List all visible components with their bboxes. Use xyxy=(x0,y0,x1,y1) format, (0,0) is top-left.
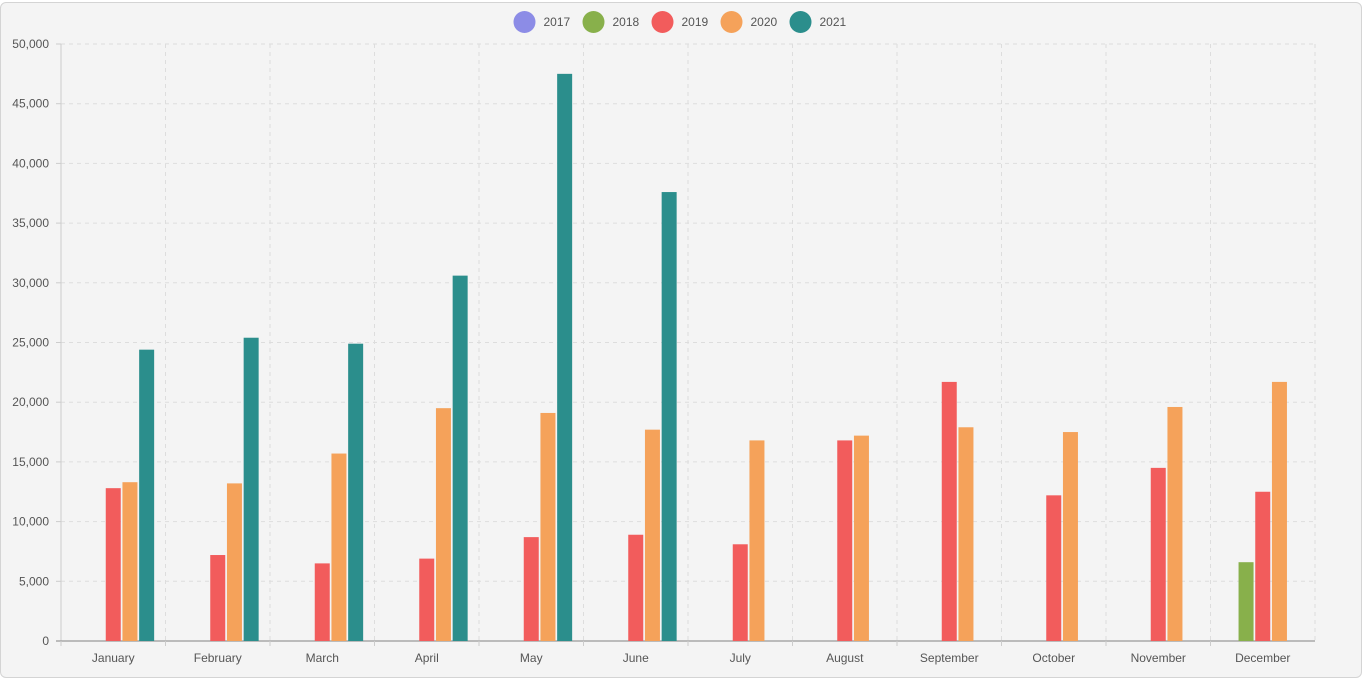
legend-label-2021[interactable]: 2021 xyxy=(820,15,847,29)
bar-2019-january[interactable] xyxy=(105,488,121,641)
y-tick-label: 50,000 xyxy=(12,37,49,51)
bar-2020-february[interactable] xyxy=(226,483,242,641)
y-tick-label: 35,000 xyxy=(12,216,49,230)
bar-2020-july[interactable] xyxy=(749,440,765,641)
bar-2020-april[interactable] xyxy=(435,408,451,641)
legend: 2017 2018 2019 2020 2021 xyxy=(513,11,847,33)
bar-2019-october[interactable] xyxy=(1046,495,1062,641)
x-tick-label: September xyxy=(920,651,979,665)
bar-2020-june[interactable] xyxy=(644,429,660,641)
bar-2019-december[interactable] xyxy=(1255,491,1271,641)
bar-2020-january[interactable] xyxy=(122,482,138,641)
legend-label-2017[interactable]: 2017 xyxy=(544,15,571,29)
bar-2019-april[interactable] xyxy=(419,558,435,641)
legend-swatch-2019[interactable] xyxy=(651,11,674,33)
x-axis: January February March April May June July Augu… xyxy=(56,640,1315,665)
x-tick-label: August xyxy=(826,651,864,665)
bar-2020-september[interactable] xyxy=(958,427,974,641)
bar-2020-december[interactable] xyxy=(1271,381,1287,641)
legend-label-2018[interactable]: 2018 xyxy=(613,15,640,29)
bar-2021-april[interactable] xyxy=(452,275,468,641)
bar-2020-march[interactable] xyxy=(331,453,347,641)
bar-2019-november[interactable] xyxy=(1150,467,1166,641)
bar-2019-september[interactable] xyxy=(941,381,957,641)
bar-2019-july[interactable] xyxy=(732,544,748,641)
legend-swatch-2021[interactable] xyxy=(789,11,812,33)
x-tick-label: January xyxy=(92,651,135,665)
x-tick-label: July xyxy=(730,651,751,665)
x-tick-label: February xyxy=(194,651,242,665)
bar-2019-august[interactable] xyxy=(837,440,853,641)
legend-swatch-2018[interactable] xyxy=(582,11,605,33)
y-tick-label: 15,000 xyxy=(12,455,49,469)
bar-2021-june[interactable] xyxy=(661,192,677,641)
x-tick-label: April xyxy=(415,651,439,665)
bar-2019-june[interactable] xyxy=(628,534,644,641)
x-tick-label: November xyxy=(1131,651,1186,665)
y-tick-label: 10,000 xyxy=(12,515,49,529)
x-tick-label: October xyxy=(1032,651,1075,665)
bars xyxy=(105,73,1287,642)
bar-2019-may[interactable] xyxy=(523,537,539,641)
y-tick-label: 20,000 xyxy=(12,395,49,409)
legend-label-2019[interactable]: 2019 xyxy=(682,15,709,29)
bar-2021-january[interactable] xyxy=(139,349,155,641)
y-tick-label: 0 xyxy=(42,634,49,648)
bar-2020-august[interactable] xyxy=(853,435,869,641)
y-tick-label: 45,000 xyxy=(12,97,49,111)
y-tick-label: 25,000 xyxy=(12,336,49,350)
legend-swatch-2020[interactable] xyxy=(720,11,743,33)
x-tick-label: March xyxy=(306,651,339,665)
legend-label-2020[interactable]: 2020 xyxy=(751,15,778,29)
bar-2020-october[interactable] xyxy=(1062,432,1078,641)
bar-2020-november[interactable] xyxy=(1167,406,1183,641)
x-tick-label: May xyxy=(520,651,543,665)
y-axis: 0 5,000 10,000 15,000 20,000 25,000 30,000 35,0… xyxy=(12,37,62,648)
bar-2018-december[interactable] xyxy=(1238,562,1254,641)
bar-2021-february[interactable] xyxy=(243,337,259,641)
bar-2019-february[interactable] xyxy=(210,555,226,641)
bar-2021-may[interactable] xyxy=(557,73,573,642)
x-tick-label: June xyxy=(623,651,649,665)
y-tick-label: 40,000 xyxy=(12,156,49,170)
bar-2019-march[interactable] xyxy=(314,563,330,641)
bar-2021-march[interactable] xyxy=(348,343,364,641)
legend-swatch-2017[interactable] xyxy=(513,11,536,33)
y-tick-label: 30,000 xyxy=(12,276,49,290)
y-tick-label: 5,000 xyxy=(19,574,49,588)
x-tick-label: December xyxy=(1235,651,1290,665)
bar-2020-may[interactable] xyxy=(540,412,556,641)
